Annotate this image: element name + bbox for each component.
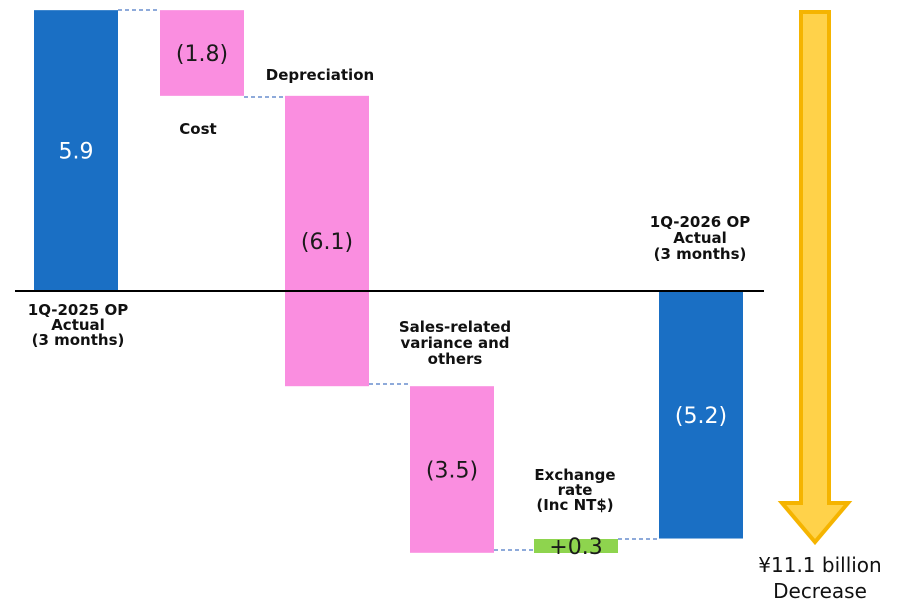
category-label-start-line-3: (3 months) [32,331,125,349]
connector-lines [118,9,659,551]
value-label-end: (5.2) [675,404,727,429]
category-label-sales-line-1: Sales-related [399,318,511,336]
bar-start [34,10,118,291]
arrow-down-icon [777,10,853,546]
value-label-sales: (3.5) [426,459,478,484]
category-label-fx-line-1: Exchange [534,466,615,484]
annotation-line-1: ¥11.1 billion [758,553,881,577]
category-label-fx-line-2: rate [558,481,593,499]
value-label-start: 5.9 [59,140,94,165]
category-label-cost-line-1: Cost [179,120,216,138]
category-label-end-line-2: Actual [673,229,727,247]
category-label-end-line-3: (3 months) [654,245,747,263]
value-label-cost: (1.8) [176,42,228,67]
bars-group [34,10,743,553]
category-label-sales-line-2: variance and [400,334,509,352]
annotation-line-2: Decrease [773,579,867,603]
bar-fx [534,539,618,553]
bar-depreciation [285,95,369,387]
category-label-start-line-1: 1Q-2025 OP [28,301,128,319]
category-label-end-line-1: 1Q-2026 OP [650,213,750,231]
category-label-depreciation-line-1: Depreciation [266,66,374,84]
category-label-start-line-2: Actual [51,316,105,334]
bar-end [659,291,743,539]
bar-sales [410,386,494,553]
category-label-fx-line-3: (Inc NT$) [536,496,613,514]
value-label-fx: +0.3 [549,535,602,560]
value-label-depreciation: (6.1) [301,230,353,255]
bar-cost [160,10,244,96]
category-label-sales-line-3: others [428,350,483,368]
